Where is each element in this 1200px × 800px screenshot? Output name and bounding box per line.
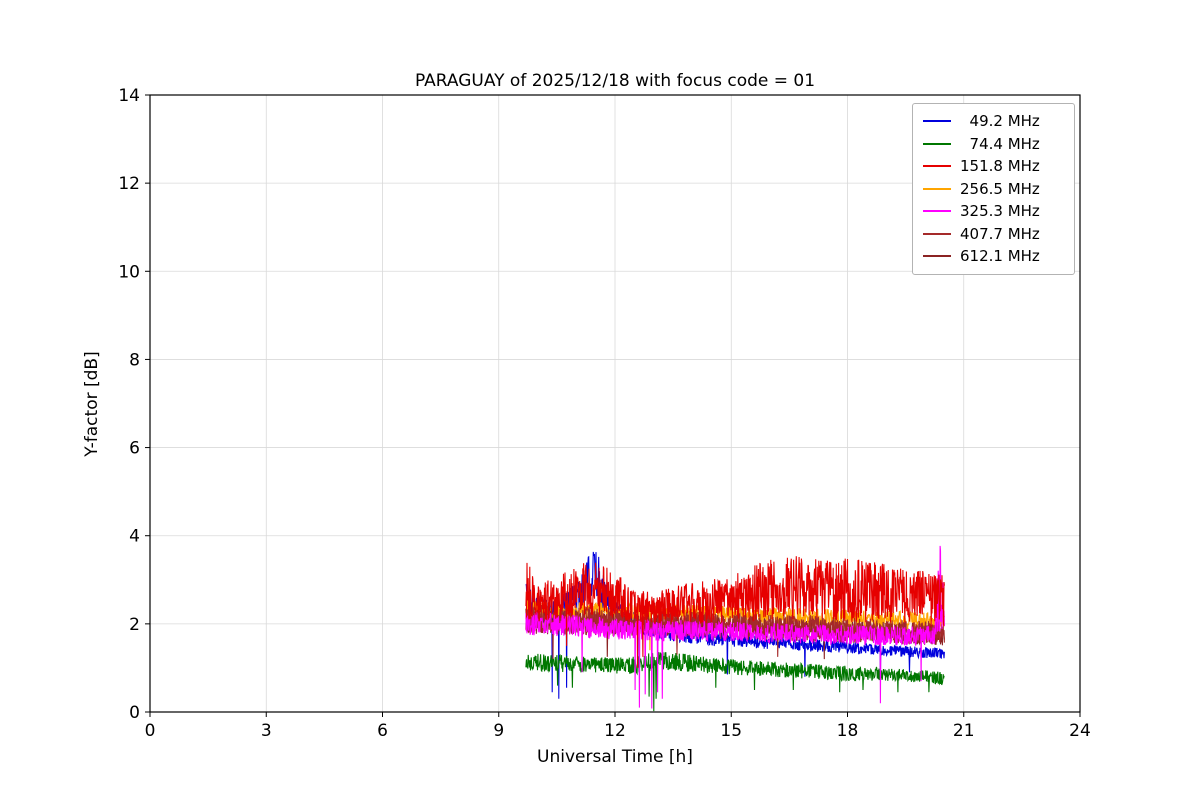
legend-label: 407.7 MHz [960, 224, 1040, 243]
legend-item: 49.2 MHz [923, 110, 1064, 133]
x-tick-label: 0 [145, 721, 156, 741]
y-tick-label: 10 [118, 262, 140, 282]
series-line-151.8-MHz [525, 556, 945, 668]
y-tick-label: 12 [118, 174, 140, 194]
legend-item: 74.4 MHz [923, 133, 1064, 156]
legend-label: 612.1 MHz [960, 247, 1040, 266]
legend-line-sample [923, 187, 951, 190]
legend-label: 151.8 MHz [960, 157, 1040, 176]
legend-item: 151.8 MHz [923, 155, 1064, 178]
x-axis-label: Universal Time [h] [537, 747, 693, 767]
x-tick-label: 24 [1069, 721, 1091, 741]
y-tick-label: 2 [129, 615, 140, 635]
legend-line-sample [923, 120, 951, 123]
legend-line-sample [923, 165, 951, 168]
y-tick-label: 0 [129, 703, 140, 723]
y-tick-label: 4 [129, 527, 140, 547]
legend-item: 407.7 MHz [923, 223, 1064, 246]
x-tick-label: 3 [261, 721, 272, 741]
legend-item: 612.1 MHz [923, 245, 1064, 268]
legend-line-sample [923, 255, 951, 258]
y-tick-label: 8 [129, 350, 140, 370]
legend-label: 49.2 MHz [960, 112, 1040, 131]
legend-label: 325.3 MHz [960, 202, 1040, 221]
y-tick-label: 6 [129, 439, 140, 459]
series-line-74.4-MHz [525, 651, 945, 712]
legend-item: 325.3 MHz [923, 200, 1064, 223]
x-tick-label: 6 [377, 721, 388, 741]
legend-item: 256.5 MHz [923, 178, 1064, 201]
x-tick-label: 15 [720, 721, 742, 741]
legend: 49.2 MHz 74.4 MHz 151.8 MHz 256.5 MHz 32… [912, 103, 1075, 275]
x-tick-label: 21 [953, 721, 975, 741]
legend-label: 74.4 MHz [960, 134, 1040, 153]
chart-title: PARAGUAY of 2025/12/18 with focus code =… [415, 71, 815, 91]
plot-border [149, 94, 1081, 713]
x-tick-label: 9 [493, 721, 504, 741]
legend-label: 256.5 MHz [960, 179, 1040, 198]
series-line-325.3-MHz [525, 545, 945, 709]
legend-line-sample [923, 232, 951, 235]
y-axis-label: Y-factor [dB] [82, 351, 102, 457]
x-tick-label: 12 [604, 721, 626, 741]
legend-line-sample [923, 142, 951, 145]
y-tick-label: 14 [118, 86, 140, 106]
x-tick-label: 18 [837, 721, 859, 741]
legend-line-sample [923, 210, 951, 213]
